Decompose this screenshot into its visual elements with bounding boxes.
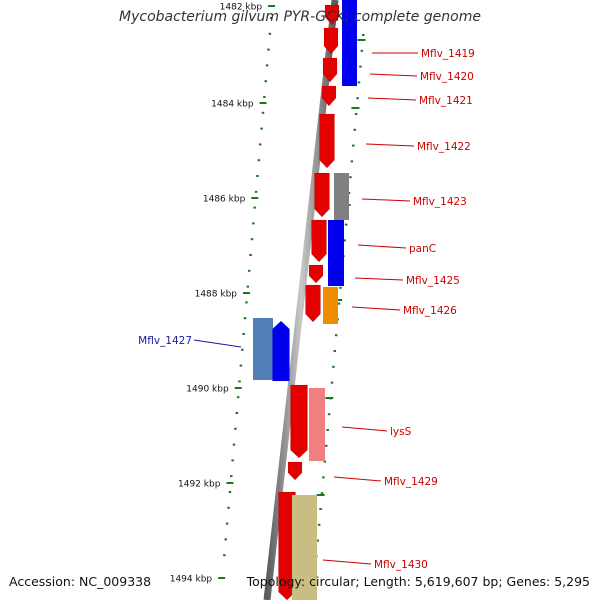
gene-bar-orange	[323, 287, 338, 324]
scale-tick-label: 1494 kbp	[170, 575, 213, 585]
gene-label-leader	[367, 97, 417, 101]
gene-label: Mflv_1421	[419, 95, 473, 107]
gene-arrow	[305, 284, 321, 323]
gene-label: Mflv_1423	[413, 196, 467, 208]
gene-label: Mflv_1427	[138, 335, 192, 347]
scale-tick-label: 1486 kbp	[203, 195, 246, 205]
gene-bar-steelblue	[253, 318, 273, 380]
gene-label-leader	[351, 306, 401, 311]
gene-arrow	[323, 27, 339, 55]
gene-arrow	[287, 461, 303, 481]
accession-text: Accession: NC_009338	[9, 574, 152, 589]
gene-arrow-reverse	[272, 320, 290, 382]
scale-tick-label: 1492 kbp	[178, 480, 221, 490]
gene-label-leader	[361, 198, 411, 202]
scale-tick-label: 1490 kbp	[186, 385, 229, 395]
gene-label: Mflv_1419	[421, 48, 475, 60]
genome-summary-text: Topology: circular; Length: 5,619,607 bp…	[246, 574, 590, 589]
gene-arrow	[278, 491, 296, 601]
gene-label-leader	[193, 339, 242, 348]
page-title: Mycobacterium gilvum PYR-GCK, complete g…	[119, 9, 481, 25]
gene-label-leader	[369, 73, 418, 77]
gene-bar-khaki	[292, 495, 317, 600]
gene-bar-blue	[328, 220, 344, 286]
gene-label: Mflv_1425	[406, 275, 460, 287]
gene-label: Mflv_1426	[403, 305, 457, 317]
gene-bar-pink	[309, 388, 325, 461]
scale-tick-label: 1482 kbp	[220, 3, 263, 13]
gene-label-leader	[354, 277, 404, 281]
gene-arrow	[290, 384, 308, 459]
gene-label: panC	[409, 243, 436, 255]
gene-label: Mflv_1420	[420, 71, 474, 83]
gene-arrow	[319, 113, 335, 169]
scale-tick-label: 1488 kbp	[195, 290, 238, 300]
gene-label-leader	[333, 476, 382, 482]
gene-arrow	[322, 57, 338, 83]
scale-tick-label: 1484 kbp	[211, 100, 254, 110]
gene-label: Mflv_1422	[417, 141, 471, 153]
gene-label-leader	[357, 244, 407, 249]
gene-label: Mflv_1430	[374, 559, 428, 571]
gene-arrow	[308, 264, 324, 284]
genome-backbone	[263, 0, 339, 601]
gene-label-leader	[365, 143, 415, 147]
gene-label-leader	[322, 559, 372, 565]
gene-bar-blue	[342, 0, 357, 86]
gene-arrow	[314, 172, 330, 218]
gene-bar-grey	[334, 173, 349, 220]
gene-arrow	[321, 85, 337, 107]
gene-label-leader	[341, 426, 388, 432]
gene-arrow	[311, 219, 327, 263]
gene-label: lysS	[390, 426, 412, 438]
gene-arrow	[324, 4, 340, 26]
gene-label: Mflv_1429	[384, 476, 438, 488]
